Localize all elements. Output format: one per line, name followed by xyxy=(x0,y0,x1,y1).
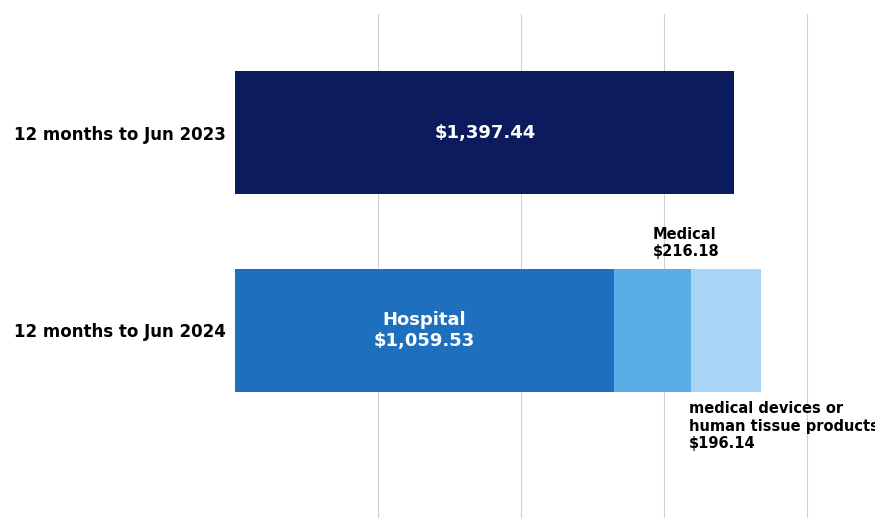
Bar xyxy=(691,269,761,392)
Text: Hospital
$1,059.53: Hospital $1,059.53 xyxy=(374,311,475,350)
Bar xyxy=(235,269,613,392)
Bar xyxy=(235,71,734,194)
Text: Medical
$216.18: Medical $216.18 xyxy=(653,227,719,259)
Text: medical devices or
human tissue products
$196.14: medical devices or human tissue products… xyxy=(690,402,875,451)
Text: $1,397.44: $1,397.44 xyxy=(434,123,536,142)
Bar xyxy=(613,269,691,392)
